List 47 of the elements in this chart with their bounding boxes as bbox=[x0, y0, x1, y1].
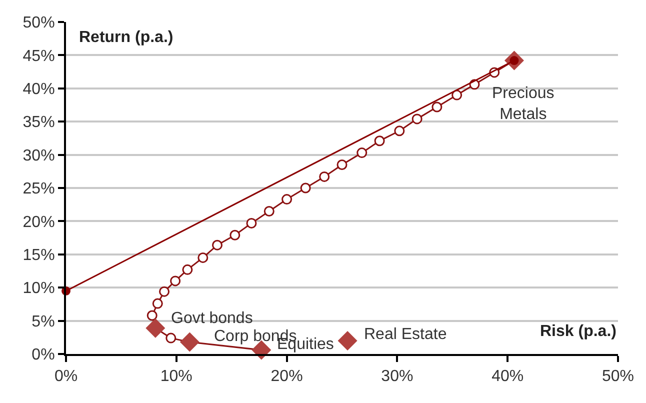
point bbox=[166, 332, 176, 344]
point bbox=[394, 126, 405, 136]
point bbox=[374, 136, 385, 146]
point bbox=[300, 182, 311, 194]
point bbox=[252, 340, 272, 360]
y-tick-label: 20% bbox=[22, 214, 55, 231]
y-tick-label: 15% bbox=[22, 247, 55, 264]
y-tick-label: 35% bbox=[22, 114, 55, 132]
point bbox=[412, 114, 422, 124]
y-tick-label: 45% bbox=[22, 48, 55, 65]
x-axis-title: Risk (p.a.) bbox=[540, 323, 616, 340]
point bbox=[336, 160, 348, 170]
point bbox=[182, 264, 193, 275]
y-tick-label: 30% bbox=[22, 147, 55, 164]
y-tick-label: 40% bbox=[22, 81, 55, 98]
point bbox=[264, 206, 274, 216]
point bbox=[338, 330, 358, 350]
point bbox=[180, 332, 200, 352]
annotation: Real Estate bbox=[364, 326, 447, 343]
point bbox=[146, 318, 166, 338]
point bbox=[146, 310, 158, 321]
annotation: Precious Metals bbox=[492, 85, 554, 123]
x-tick-label: 30% bbox=[381, 368, 414, 386]
point bbox=[452, 90, 462, 100]
point bbox=[170, 276, 181, 286]
y-axis-title: Return (p.a.) bbox=[79, 29, 174, 46]
point bbox=[356, 148, 368, 158]
x-tick-label: 50% bbox=[602, 368, 634, 386]
point bbox=[212, 240, 222, 250]
point bbox=[246, 218, 257, 228]
point bbox=[198, 252, 208, 263]
y-tick-label: 5% bbox=[32, 313, 55, 330]
point bbox=[230, 230, 240, 240]
x-tick-label: 0% bbox=[54, 368, 78, 386]
y-tick-label: 0% bbox=[32, 346, 55, 364]
point bbox=[159, 286, 170, 297]
point bbox=[432, 102, 442, 112]
point bbox=[282, 194, 292, 205]
point bbox=[152, 298, 163, 309]
annotation: Govt bonds bbox=[171, 310, 253, 327]
x-tick-label: 10% bbox=[160, 368, 192, 386]
x-tick-label: 40% bbox=[492, 368, 524, 386]
y-tick-label: 10% bbox=[22, 280, 55, 298]
y-tick-label: 50% bbox=[22, 14, 55, 32]
y-tick-label: 25% bbox=[22, 180, 55, 198]
point bbox=[319, 171, 330, 182]
x-tick-label: 20% bbox=[270, 368, 303, 386]
